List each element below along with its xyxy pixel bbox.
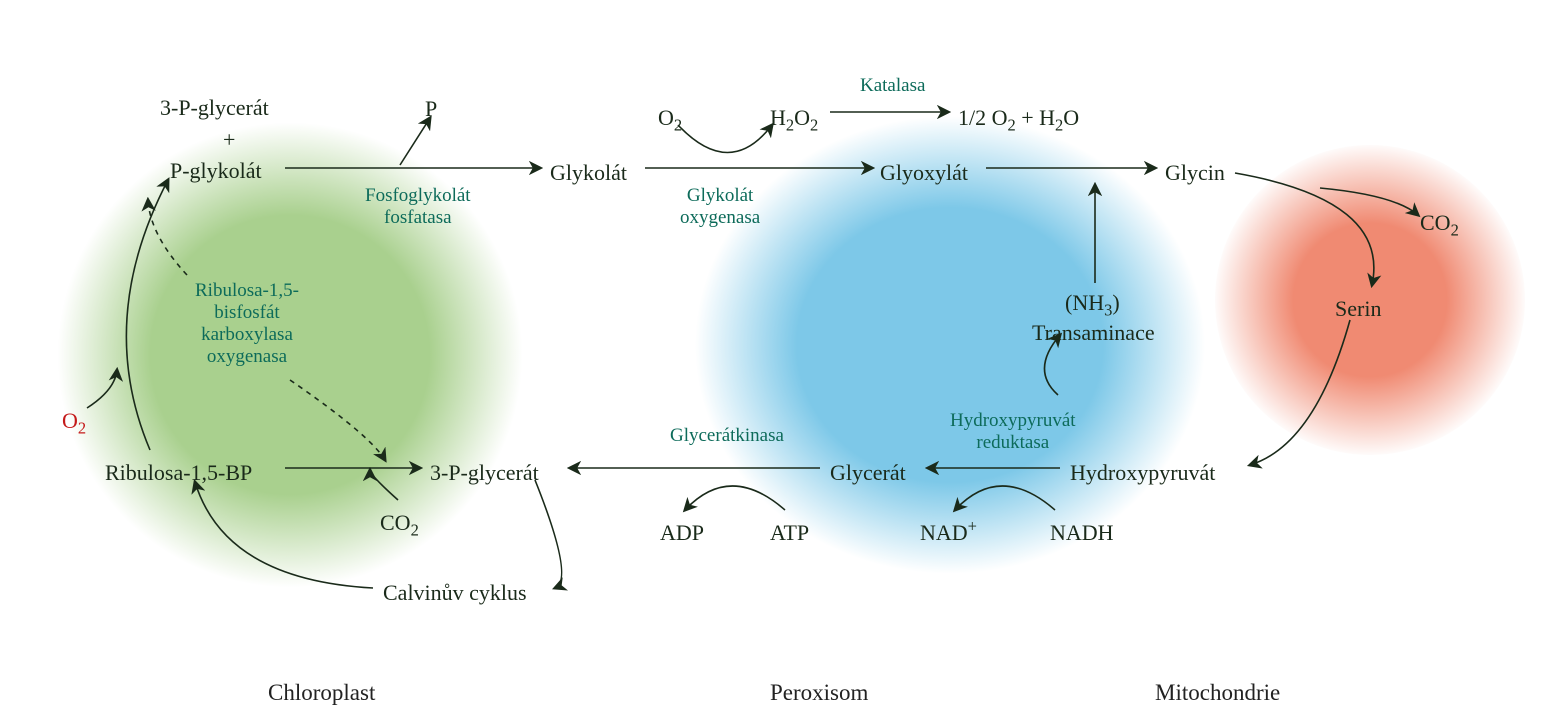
metabolite-plus_sign: + [223, 127, 235, 153]
mitochondrion-label: Mitochondrie [1155, 680, 1280, 706]
chloroplast-shape [0, 45, 600, 665]
metabolite-phosphate: P [425, 96, 437, 122]
metabolite-adp: ADP [660, 520, 704, 546]
metabolite-serin: Serin [1335, 296, 1381, 322]
peroxisome-shape [610, 40, 1290, 650]
metabolite-hydroxypyruvat: Hydroxypyruvát [1070, 460, 1215, 486]
metabolite-p_glycerat_bot: 3-P-glycerát [430, 460, 539, 486]
metabolite-glycin: Glycin [1165, 160, 1225, 186]
metabolite-half_o2_h2o: 1/2 O2 + H2O [958, 105, 1079, 131]
metabolite-glykolat: Glykolát [550, 160, 627, 186]
metabolite-nad: NAD+ [920, 520, 977, 546]
metabolite-co2_left: CO2 [380, 510, 419, 536]
enzyme-katalasa: Katalasa [860, 75, 925, 97]
enzyme-rubisco: Ribulosa-1,5-bisfosfátkarboxylasaoxygena… [195, 280, 299, 368]
metabolite-co2_right: CO2 [1420, 210, 1459, 236]
metabolite-atp: ATP [770, 520, 809, 546]
metabolite-glyoxylat: Glyoxylát [880, 160, 968, 186]
metabolite-h2o2: H2O2 [770, 105, 818, 131]
enzyme-glykolat_oxy: Glykolátoxygenasa [680, 185, 760, 229]
metabolite-o2_left: O2 [62, 408, 86, 434]
metabolite-transaminace: Transaminace [1032, 320, 1155, 346]
metabolite-glycerat: Glycerát [830, 460, 906, 486]
metabolite-p_glycerat_top: 3-P-glycerát [160, 95, 269, 121]
chloroplast-label: Chloroplast [268, 680, 375, 706]
metabolite-ribulosa_bp: Ribulosa-1,5-BP [105, 460, 252, 486]
metabolite-p_glykolat: P-glykolát [170, 158, 262, 184]
enzyme-fosfoglykolat: Fosfoglykolátfosfatasa [365, 185, 471, 229]
metabolite-o2_top: O2 [658, 105, 682, 131]
enzyme-hp_reduktasa: Hydroxypyruvátreduktasa [950, 410, 1076, 454]
metabolite-nadh: NADH [1050, 520, 1114, 546]
enzyme-glyceratkinasa: Glycerátkinasa [670, 425, 784, 447]
metabolite-nh3: (NH3) [1065, 290, 1120, 316]
metabolite-calvin: Calvinův cyklus [383, 580, 527, 606]
peroxisome-label: Peroxisom [770, 680, 868, 706]
